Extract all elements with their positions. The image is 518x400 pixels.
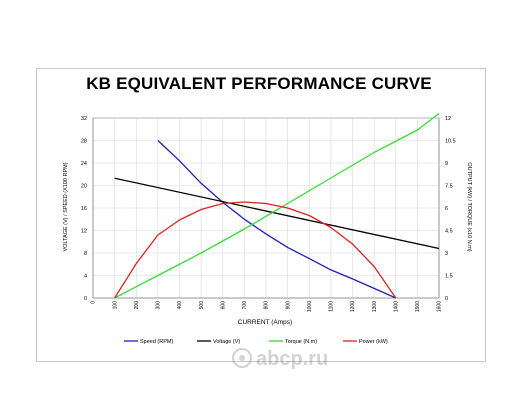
y-left-tick-label: 4 [84,274,87,280]
x-tick-label: 100 [112,301,118,310]
x-tick-label: 600 [220,301,226,310]
y-right-tick-label: 12 [445,116,451,122]
x-tick-label: 1600 [437,301,443,312]
tick-labels: 0 100 200 300 400 500 600 700 800 900 1000 1100 1200… [81,116,456,312]
x-tick-label: 900 [285,301,291,310]
x-tick-label: 200 [134,301,140,310]
y-left-tick-label: 24 [81,161,87,167]
legend-label-speed-rpm: Speed (RPM) [140,339,173,345]
grid [92,117,440,299]
legend: Speed (RPM) Voltage (V) Torque (N.m) Power … [124,339,388,345]
y-axis-left-label: VOLTAGE (V) / SPEED (X100 RPM) [63,162,69,251]
x-tick-label: 800 [264,301,270,310]
y-left-tick-label: 20 [81,184,87,190]
watermark-icon [232,348,252,368]
x-tick-label: 1100 [329,301,335,312]
x-tick-label: 0 [91,301,97,304]
legend-label-voltage-v: Voltage (V) [213,339,240,345]
series-line-power-kw [114,201,397,299]
x-tick-label: 500 [199,301,205,310]
x-tick-label: 400 [177,301,183,310]
y-right-tick-label: 6 [445,206,448,212]
x-tick-label: 1500 [415,301,421,312]
y-left-tick-label: 0 [84,296,87,302]
y-left-tick-label: 32 [81,116,87,122]
x-tick-label: 700 [242,301,248,310]
chart-title: KB EQUIVALENT PERFORMANCE CURVE [86,74,432,93]
watermark-text: abcp.ru [256,348,328,370]
y-right-tick-label: 1.5 [445,274,453,280]
y-right-tick-label: 10.5 [445,139,456,145]
x-tick-label: 1300 [372,301,378,312]
axes [92,118,440,299]
y-right-tick-label: 0 [445,296,448,302]
legend-label-torque-n-m: Torque (N.m) [285,339,317,345]
series-line-speed-rpm [157,140,397,299]
series-line-torque-n-m [114,112,440,299]
x-tick-label: 300 [156,301,162,310]
y-right-tick-label: 9 [445,161,448,167]
watermark-logo: abcp.ru [232,348,328,370]
x-axis-label: CURRENT (Amps) [238,319,292,326]
series-lines [114,112,440,299]
y-left-tick-label: 12 [81,229,87,235]
y-left-tick-label: 8 [84,251,87,257]
legend-label-power-kw: Power (kW) [359,339,388,345]
y-left-tick-label: 28 [81,139,87,145]
x-tick-label: 1000 [307,301,313,312]
y-right-tick-label: 4.5 [445,229,453,235]
y-axis-right-label: OUTPUT (kW) / TORQUE (x10 N.m) [466,162,472,251]
y-right-tick-label: 7.5 [445,184,453,190]
x-tick-label: 1400 [393,301,399,312]
y-left-tick-label: 16 [81,206,87,212]
y-right-tick-label: 3 [445,251,448,257]
x-tick-label: 1200 [350,301,356,312]
series-line-voltage-v [114,177,440,250]
